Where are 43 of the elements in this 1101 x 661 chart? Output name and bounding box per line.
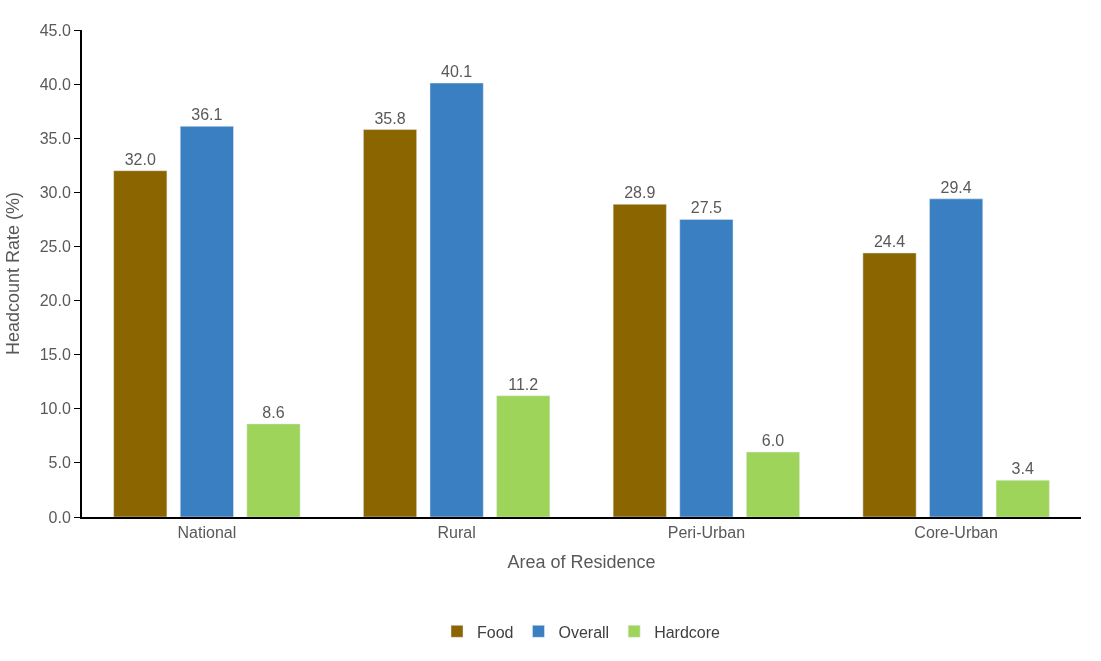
x-tick-label: National (177, 524, 237, 542)
y-tick-label: 35.0 (39, 129, 71, 147)
bar (113, 170, 168, 517)
data-label: 32.0 (124, 150, 156, 168)
x-tick-label: Core-Urban (914, 524, 998, 542)
bar (179, 126, 234, 517)
bar (862, 252, 917, 517)
bar (496, 395, 551, 517)
data-label: 11.2 (508, 375, 539, 393)
data-label: 6.0 (761, 432, 785, 450)
bar (995, 479, 1050, 517)
data-label: 24.4 (873, 232, 906, 250)
bar (429, 82, 484, 517)
y-tick-label: 20.0 (39, 292, 71, 310)
data-label: 28.9 (624, 184, 656, 202)
x-axis-title: Area of Residence (507, 551, 656, 572)
y-tick-label: 15.0 (39, 346, 71, 364)
data-label: 29.4 (940, 178, 972, 196)
bar (363, 129, 417, 517)
bar (246, 423, 301, 517)
x-tick-label: Peri-Urban (667, 524, 746, 542)
bar (612, 203, 667, 517)
x-tick-label: Rural (437, 524, 476, 542)
y-tick-label: 40.0 (39, 75, 71, 93)
legend-label: Hardcore (654, 623, 721, 641)
y-axis-title: Headcount Rate (%) (3, 191, 24, 356)
data-label: 8.6 (262, 403, 285, 421)
y-tick-label: 5.0 (48, 454, 71, 472)
bar (929, 198, 984, 517)
y-tick-label: 45.0 (39, 21, 71, 39)
data-label: 35.8 (374, 109, 406, 127)
legend-label: Food (477, 623, 514, 641)
legend-label: Overall (558, 623, 610, 641)
y-tick-label: 30.0 (39, 183, 71, 201)
y-tick-label: 10.0 (39, 400, 71, 418)
y-tick-label: 0.0 (48, 508, 71, 526)
bar (746, 451, 800, 517)
bar (679, 219, 734, 517)
data-label: 3.4 (1011, 460, 1034, 478)
data-label: 36.1 (191, 106, 223, 124)
y-tick-label: 25.0 (39, 238, 71, 256)
data-label: 40.1 (441, 63, 473, 81)
data-label: 27.5 (690, 199, 722, 217)
